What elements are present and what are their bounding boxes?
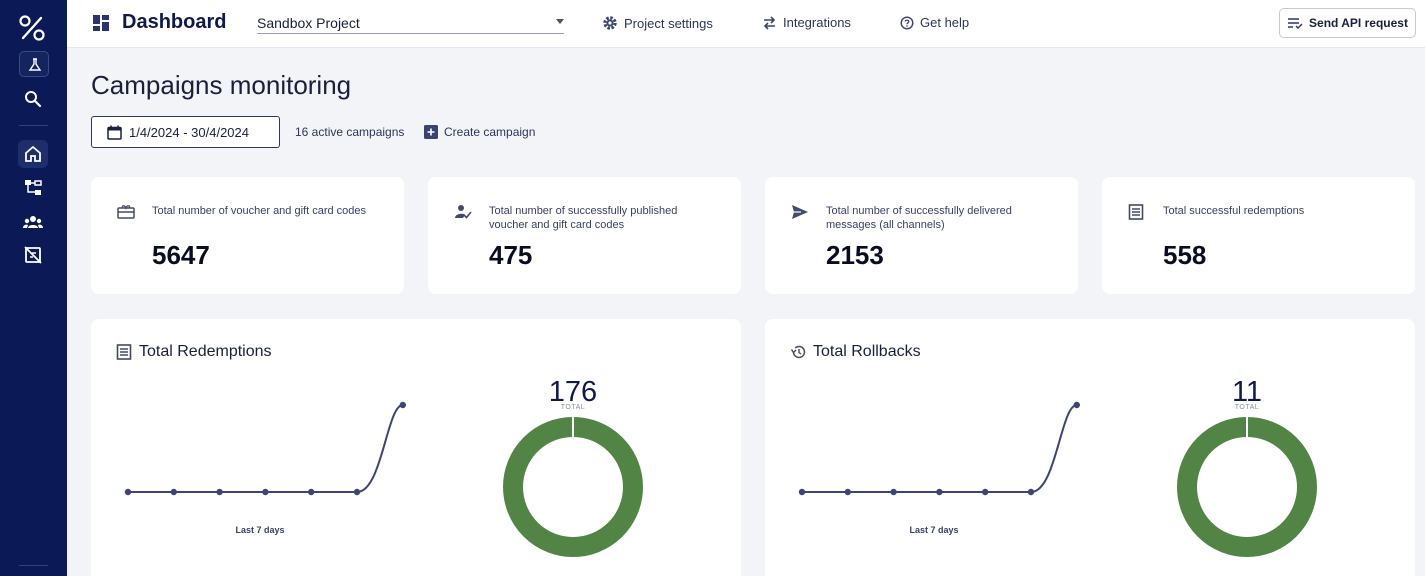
date-range-value: 1/4/2024 - 30/4/2024: [129, 124, 249, 140]
sidebar-bottom-divider: [19, 565, 48, 566]
data-point-4[interactable]: [308, 488, 315, 496]
project-settings-link[interactable]: Project settings: [602, 15, 713, 31]
donut-total-value: 176: [548, 376, 598, 408]
document-icon: [1128, 204, 1144, 220]
project-select[interactable]: Sandbox Project: [257, 12, 564, 34]
stat-label: Total successful redemptions: [1163, 205, 1305, 217]
chart-card-redemptions: Total Redemptions Last 7 days 176 TOTAL: [91, 319, 741, 576]
chart-card-rollbacks: Total Rollbacks Last 7 days 11 TOTAL: [765, 319, 1415, 576]
page-title: Campaigns monitoring: [91, 70, 352, 100]
top-bar: Dashboard Sandbox Project Project settin…: [67, 0, 1425, 48]
page-header-title: Dashboard: [122, 11, 227, 33]
add-box-icon: [424, 125, 438, 139]
data-point-6[interactable]: [399, 401, 406, 409]
stat-card-codes: Total number of voucher and gift card co…: [91, 177, 404, 294]
chart-title: Total Redemptions: [139, 343, 272, 360]
chevron-down-icon: [556, 19, 564, 24]
stat-label: Total number of voucher and gift card co…: [152, 205, 367, 217]
calendar-icon: [107, 125, 122, 140]
search-icon[interactable]: [22, 88, 44, 110]
send-icon: [792, 205, 808, 219]
series-line: [802, 404, 1078, 493]
stat-card-redemptions: Total successful redemptions 558: [1102, 177, 1415, 294]
person-check-icon: [455, 205, 472, 219]
date-range-picker[interactable]: 1/4/2024 - 30/4/2024: [91, 116, 280, 148]
data-point-0[interactable]: [124, 488, 132, 496]
stat-value: 2153: [826, 240, 884, 270]
data-point-1[interactable]: [844, 488, 851, 496]
sandbox-flask-button[interactable]: [19, 51, 49, 77]
data-point-6[interactable]: [1073, 401, 1080, 409]
home-icon[interactable]: [22, 143, 44, 165]
stat-card-messages: Total number of successfully delivered m…: [765, 177, 1078, 294]
get-help-label: Get help: [920, 15, 970, 30]
donut-total-caption: TOTAL: [1234, 404, 1260, 411]
get-help-link[interactable]: Get help: [900, 15, 969, 30]
stat-value: 558: [1163, 240, 1207, 270]
data-point-2[interactable]: [216, 488, 223, 496]
integrations-link[interactable]: Integrations: [762, 15, 851, 30]
donut-total-value: 11: [1231, 376, 1263, 408]
chart-x-caption: Last 7 days: [909, 525, 959, 535]
active-campaigns-count: 16 active campaigns: [295, 125, 405, 139]
stat-value: 475: [489, 240, 533, 270]
flask-icon: [28, 58, 42, 71]
data-point-3[interactable]: [262, 488, 269, 496]
data-point-1[interactable]: [170, 488, 177, 496]
chart-x-caption: Last 7 days: [235, 525, 285, 535]
data-point-5[interactable]: [1027, 488, 1035, 496]
dashboard-grid-icon: [93, 15, 109, 31]
rollbacks-line-chart: [798, 401, 1317, 557]
data-point-4[interactable]: [982, 488, 989, 496]
stat-card-published: Total number of successfully published v…: [428, 177, 741, 294]
gift-card-icon: [117, 205, 135, 219]
sidebar: [0, 0, 67, 576]
document-icon: [116, 344, 132, 360]
people-icon[interactable]: [22, 211, 44, 233]
stat-label: Total number of successfully published v…: [489, 205, 678, 231]
send-api-request-label: Send API request: [1309, 16, 1408, 30]
project-settings-label: Project settings: [624, 15, 713, 31]
send-api-request-button[interactable]: Send API request: [1279, 8, 1416, 38]
data-point-0[interactable]: [798, 488, 806, 496]
project-select-value: Sandbox Project: [257, 15, 360, 31]
redemptions-line-chart: [124, 401, 643, 557]
integrations-label: Integrations: [783, 15, 851, 30]
data-point-2[interactable]: [890, 488, 897, 496]
stat-label: Total number of successfully delivered m…: [826, 205, 1012, 231]
hierarchy-icon[interactable]: [22, 177, 44, 199]
chart-title: Total Rollbacks: [813, 343, 921, 360]
donut-segment[interactable]: [503, 417, 643, 557]
ticket-off-icon[interactable]: [22, 244, 44, 266]
help-circle-icon: [900, 15, 914, 30]
sidebar-item-home[interactable]: [18, 140, 48, 168]
create-campaign-label: Create campaign: [444, 125, 536, 139]
donut-segment[interactable]: [1177, 417, 1317, 557]
logo-percent-icon[interactable]: [18, 14, 46, 42]
swap-arrows-icon: [763, 15, 776, 30]
list-check-icon: [1288, 18, 1303, 29]
series-line: [128, 404, 404, 493]
donut-total-caption: TOTAL: [560, 404, 586, 411]
data-point-5[interactable]: [353, 488, 361, 496]
create-campaign-button[interactable]: Create campaign: [424, 125, 535, 139]
gear-icon: [603, 16, 617, 30]
stat-value: 5647: [152, 240, 210, 270]
data-point-3[interactable]: [936, 488, 943, 496]
sidebar-divider: [19, 125, 48, 126]
history-icon: [790, 345, 806, 359]
